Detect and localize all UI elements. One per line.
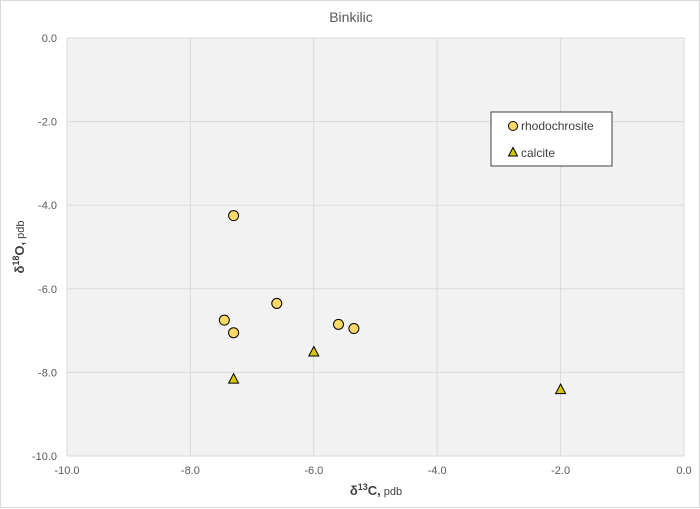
point-rhodochrosite <box>228 210 240 222</box>
legend: rhodochrosite calcite <box>490 111 613 167</box>
x-tick-label: -2.0 <box>551 465 570 477</box>
x-tick-label: -4.0 <box>428 465 447 477</box>
legend-label-calcite: calcite <box>521 146 555 160</box>
x-axis-superscript: 13 <box>358 482 368 492</box>
y-tick-label: 0.0 <box>42 33 57 45</box>
plot-area <box>67 38 684 456</box>
point-rhodochrosite <box>218 314 230 326</box>
legend-box <box>490 111 613 167</box>
y-tick-label: -10.0 <box>32 451 57 463</box>
x-axis-delta: δ <box>350 483 358 498</box>
x-axis-title: δ13C, pdb <box>350 482 402 498</box>
data-points <box>218 210 567 395</box>
y-tick-label: -6.0 <box>38 284 57 296</box>
y-axis-delta: δ <box>12 266 27 274</box>
y-axis-title: δ18O, pdb <box>11 221 27 274</box>
y-tick-label: -8.0 <box>38 367 57 379</box>
point-rhodochrosite <box>332 318 344 330</box>
point-calcite <box>554 383 567 395</box>
point-rhodochrosite <box>271 297 283 309</box>
y-tick-label: -4.0 <box>38 200 57 212</box>
point-rhodochrosite <box>348 323 360 335</box>
legend-label-rhodochrosite: rhodochrosite <box>521 119 594 133</box>
x-tick-label: -10.0 <box>54 465 79 477</box>
x-tick-label: -8.0 <box>181 465 200 477</box>
y-axis-ticks: 0.0 -2.0 -4.0 -6.0 -8.0 -10.0 <box>32 33 57 463</box>
y-axis-superscript: 18 <box>11 256 21 266</box>
legend-marker-rhodochrosite <box>508 121 518 131</box>
point-calcite <box>307 345 320 357</box>
plot-area-border <box>66 37 685 457</box>
x-axis-unit: pdb <box>384 486 402 498</box>
y-tick-label: -2.0 <box>38 117 57 129</box>
x-axis-ticks: -10.0 -8.0 -6.0 -4.0 -2.0 0.0 <box>54 465 691 477</box>
x-axis-element: C, <box>368 483 381 498</box>
point-calcite <box>227 372 240 384</box>
point-rhodochrosite <box>228 327 240 339</box>
x-tick-label: 0.0 <box>676 465 691 477</box>
x-tick-label: -6.0 <box>304 465 323 477</box>
legend-marker-calcite <box>507 146 519 157</box>
y-axis-unit: pdb <box>15 221 27 239</box>
y-axis-element: O, <box>12 242 27 256</box>
chart-title: Binkilic <box>329 9 373 25</box>
